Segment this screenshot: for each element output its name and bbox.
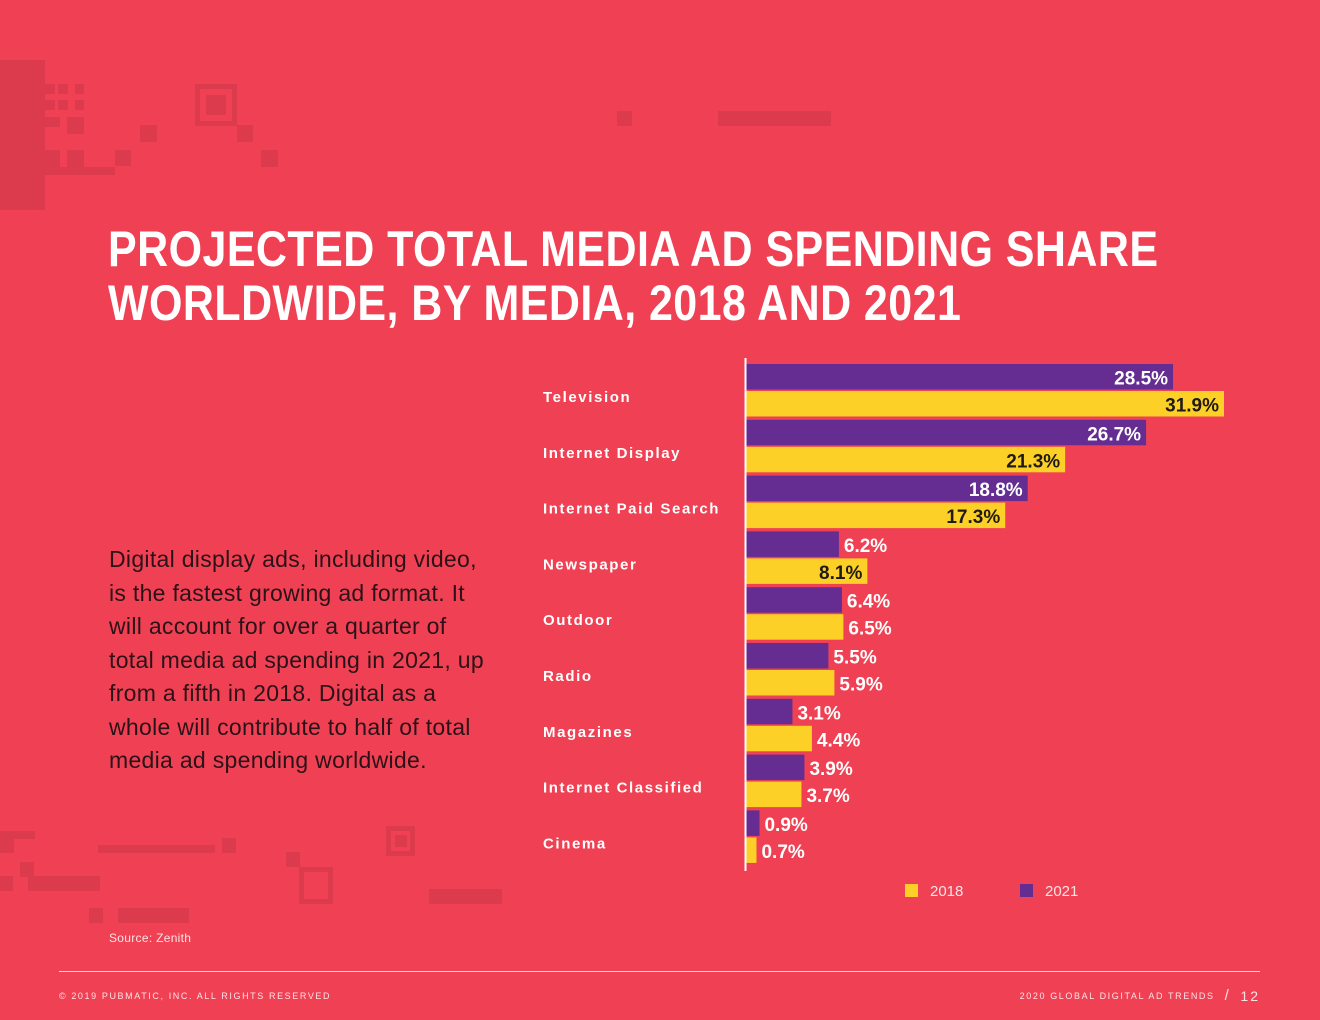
- decor-pixel: [45, 150, 60, 167]
- bars-layer: [746, 364, 1224, 863]
- bar-2021-newspaper: [746, 531, 839, 557]
- decor-bar: [718, 111, 831, 126]
- value-label-2018-radio: 5.9%: [839, 675, 882, 696]
- category-label-magazines: Magazines: [543, 724, 633, 741]
- decor-pixel: [75, 84, 84, 94]
- value-label-2021-internet-paid-search: 18.8%: [969, 480, 1023, 501]
- decor-pixel: [45, 117, 60, 127]
- footer-publication-title: 2020 GLOBAL DIGITAL AD TRENDS: [1019, 990, 1215, 1001]
- decor-ring: [195, 84, 237, 126]
- decor-pixel: [140, 125, 157, 142]
- value-label-2021-cinema: 0.9%: [764, 815, 807, 836]
- legend-label-2021: 2021: [1045, 883, 1078, 900]
- decor-pixel: [89, 908, 103, 923]
- title-line-1: PROJECTED TOTAL MEDIA AD SPENDING SHARE: [108, 221, 1159, 277]
- value-label-2021-television: 28.5%: [1114, 369, 1168, 390]
- bar-2021-internet-display: [746, 419, 1147, 446]
- bar-2021-cinema: [746, 810, 760, 836]
- labels-layer: Television 28.5% 31.9% Internet Display 26.7…: [543, 369, 1219, 863]
- decor-block: [0, 60, 45, 210]
- title-line-2: WORLDWIDE, BY MEDIA, 2018 AND 2021: [108, 275, 962, 331]
- decor-pixel: [261, 150, 278, 167]
- category-label-radio: Radio: [543, 668, 593, 685]
- decor-pixel: [222, 838, 236, 853]
- decor-bar: [98, 845, 215, 853]
- decor-bar: [45, 167, 115, 175]
- decor-bar: [429, 889, 502, 904]
- bar-2021-magazines: [746, 698, 793, 725]
- value-label-2018-internet-paid-search: 17.3%: [946, 507, 1000, 528]
- bar-2018-outdoor: [746, 614, 844, 640]
- decor-pixel: [617, 111, 632, 126]
- decor-ring: [299, 867, 333, 904]
- decor-pixel: [0, 876, 13, 891]
- bar-2021-outdoor: [746, 587, 842, 613]
- decor-pixel: [58, 100, 68, 110]
- value-label-2018-magazines: 4.4%: [817, 730, 860, 751]
- decor-bar: [14, 831, 35, 839]
- value-label-2021-outdoor: 6.4%: [847, 592, 890, 613]
- value-label-2021-newspaper: 6.2%: [844, 536, 887, 557]
- bar-2018-newspaper: [746, 558, 868, 584]
- decor-pixel: [286, 852, 300, 867]
- page-number: 12: [1240, 987, 1260, 1004]
- decor-pixel: [75, 100, 84, 110]
- footer-divider: [59, 971, 1260, 972]
- source-note: Source: Zenith: [109, 931, 192, 945]
- bar-2018-television: [746, 391, 1224, 417]
- value-label-2021-radio: 5.5%: [833, 648, 876, 669]
- decor-pixel: [206, 95, 226, 115]
- legend-label-2018: 2018: [930, 883, 963, 900]
- bar-2021-radio: [746, 643, 829, 669]
- bar-2018-internet-paid-search: [746, 502, 1006, 529]
- footer-publication: 2020 GLOBAL DIGITAL AD TRENDS / 12: [1020, 987, 1260, 1004]
- decor-bar: [118, 908, 189, 923]
- legend-swatch-2021: [1020, 884, 1033, 897]
- decor-pixel: [0, 831, 14, 853]
- body-paragraph: Digital display ads, including video, is…: [109, 546, 484, 773]
- bar-2018-radio: [746, 670, 835, 696]
- decor-pixel: [237, 125, 253, 142]
- category-label-television: Television: [543, 389, 631, 406]
- category-label-internet-display: Internet Display: [543, 445, 681, 462]
- value-label-2018-internet-display: 21.3%: [1006, 451, 1060, 472]
- value-label-2021-magazines: 3.1%: [797, 703, 840, 724]
- bar-2021-internet-classified: [746, 754, 805, 781]
- decor-ring: [386, 826, 415, 856]
- value-label-2018-television: 31.9%: [1165, 396, 1219, 417]
- bar-2018-magazines: [746, 725, 812, 752]
- category-label-cinema: Cinema: [543, 835, 607, 852]
- decor-pixel: [67, 117, 84, 134]
- bar-2021-television: [746, 364, 1174, 390]
- decor-pixel: [58, 84, 68, 94]
- bar-2021-internet-paid-search: [746, 475, 1028, 502]
- value-label-2018-cinema: 0.7%: [761, 842, 804, 863]
- decor-pixel: [45, 100, 55, 110]
- category-label-newspaper: Newspaper: [543, 556, 637, 573]
- bar-2018-cinema: [746, 837, 757, 863]
- decor-pixel: [45, 84, 55, 94]
- bar-2018-internet-classified: [746, 781, 802, 808]
- category-label-internet-classified: Internet Classified: [543, 780, 703, 797]
- page-title: PROJECTED TOTAL MEDIA AD SPENDING SHARE …: [108, 222, 1158, 330]
- category-label-internet-paid-search: Internet Paid Search: [543, 501, 720, 518]
- chart-legend: 2018 2021: [905, 883, 1078, 900]
- decor-pixel: [67, 150, 84, 167]
- value-label-2018-outdoor: 6.5%: [848, 619, 891, 640]
- decor-pixel: [395, 835, 407, 847]
- decor-pixel: [115, 150, 131, 166]
- footer-copyright: © 2019 PUBMATIC, INC. ALL RIGHTS RESERVE…: [59, 991, 332, 1001]
- footer-separator: /: [1224, 987, 1231, 1004]
- legend-swatch-2018: [905, 884, 918, 897]
- value-label-2021-internet-display: 26.7%: [1087, 424, 1141, 445]
- bar-2018-internet-display: [746, 446, 1066, 473]
- value-label-2018-newspaper: 8.1%: [819, 563, 862, 584]
- decor-pixel: [20, 862, 34, 877]
- decor-bar: [28, 876, 100, 891]
- category-label-outdoor: Outdoor: [543, 612, 613, 629]
- value-label-2018-internet-classified: 3.7%: [806, 786, 849, 807]
- value-label-2021-internet-classified: 3.9%: [809, 759, 852, 780]
